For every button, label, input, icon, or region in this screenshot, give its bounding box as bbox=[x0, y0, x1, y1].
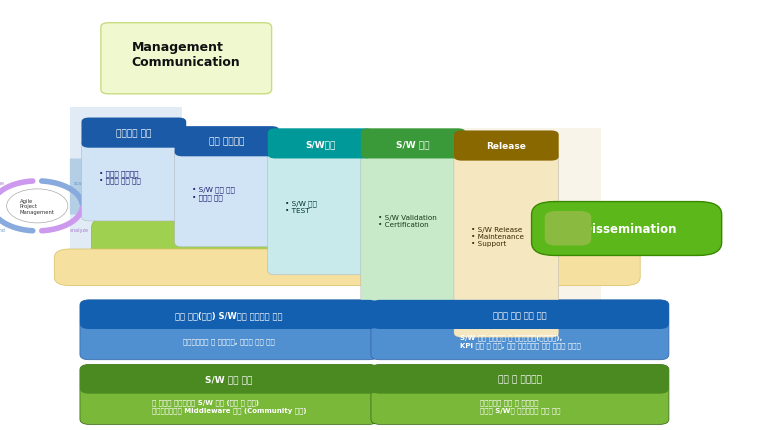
FancyBboxPatch shape bbox=[371, 365, 669, 424]
Circle shape bbox=[7, 190, 68, 223]
Text: Release: Release bbox=[487, 142, 526, 150]
FancyBboxPatch shape bbox=[54, 249, 640, 286]
Text: Dissemination: Dissemination bbox=[574, 222, 677, 236]
Text: S/W 평가: S/W 평가 bbox=[397, 140, 430, 148]
FancyBboxPatch shape bbox=[81, 140, 186, 221]
Text: Maintenance & Support: Maintenance & Support bbox=[402, 233, 518, 243]
FancyBboxPatch shape bbox=[454, 131, 559, 161]
Text: Agile
Project
Management: Agile Project Management bbox=[19, 198, 55, 215]
FancyBboxPatch shape bbox=[371, 300, 669, 360]
FancyBboxPatch shape bbox=[101, 24, 272, 95]
Text: • 서비스 요구사항
• 서비스 플랜 작성: • 서비스 요구사항 • 서비스 플랜 작성 bbox=[99, 170, 140, 184]
FancyBboxPatch shape bbox=[92, 218, 378, 257]
Text: change: change bbox=[0, 181, 5, 186]
Polygon shape bbox=[70, 249, 559, 277]
Text: 시스템 품질 관리 조직: 시스템 품질 관리 조직 bbox=[493, 310, 547, 319]
FancyBboxPatch shape bbox=[454, 153, 559, 338]
Polygon shape bbox=[462, 129, 601, 333]
Text: 평가 및 지원조직: 평가 및 지원조직 bbox=[498, 375, 542, 384]
Text: scan: scan bbox=[73, 181, 85, 186]
FancyBboxPatch shape bbox=[80, 365, 378, 424]
Text: S/W구현: S/W구현 bbox=[305, 140, 335, 148]
Polygon shape bbox=[70, 159, 559, 215]
Text: 프로젝트관리 및 의사소통, 시스템 혁신 조직: 프로젝트관리 및 의사소통, 시스템 혁신 조직 bbox=[183, 338, 275, 344]
Text: • S/W 개발 계획
• 테스트 계획: • S/W 개발 계획 • 테스트 계획 bbox=[192, 186, 234, 200]
Text: • S/W 개발
• TEST: • S/W 개발 • TEST bbox=[285, 200, 317, 214]
Text: System Development: System Development bbox=[182, 233, 287, 243]
Text: S/W 개발 조직: S/W 개발 조직 bbox=[205, 375, 253, 384]
FancyBboxPatch shape bbox=[80, 300, 378, 360]
FancyBboxPatch shape bbox=[81, 118, 186, 148]
Text: respond: respond bbox=[0, 227, 5, 232]
Text: 국가 센터(중앙) S/W개발 사업관리 조직: 국가 센터(중앙) S/W개발 사업관리 조직 bbox=[175, 310, 282, 319]
Text: • S/W Validation
• Certification: • S/W Validation • Certification bbox=[378, 214, 437, 227]
Text: • S/W Release
• Maintenance
• Support: • S/W Release • Maintenance • Support bbox=[471, 226, 524, 246]
Text: 개발 계획수립: 개발 계획수립 bbox=[210, 138, 244, 146]
Text: Management
Communication: Management Communication bbox=[132, 41, 241, 69]
FancyBboxPatch shape bbox=[371, 365, 669, 394]
FancyBboxPatch shape bbox=[352, 218, 568, 257]
FancyBboxPatch shape bbox=[268, 129, 372, 159]
FancyBboxPatch shape bbox=[175, 148, 279, 247]
Text: analyze: analyze bbox=[69, 227, 88, 232]
Text: 각 센터의 서비스환경 S/W 개발 (센터 내 조직)
초고성능컴퓨팅 Middleware 개발 (Community 형태): 각 센터의 서비스환경 S/W 개발 (센터 내 조직) 초고성능컴퓨팅 Mid… bbox=[151, 398, 307, 412]
Text: 테스트베드 관리 및 유지보수
개발된 S/W의 테스트베드 적용 지원: 테스트베드 관리 및 유지보수 개발된 S/W의 테스트베드 적용 지원 bbox=[480, 398, 560, 412]
FancyBboxPatch shape bbox=[361, 150, 466, 305]
FancyBboxPatch shape bbox=[80, 365, 378, 394]
FancyBboxPatch shape bbox=[175, 127, 279, 157]
FancyBboxPatch shape bbox=[361, 129, 466, 159]
Text: S/W 개발 모니터링 및 코디네이션(품질검토),
KPI 수집 및 정의, 개발 프로젝트의 표준 적합성 테스트: S/W 개발 모니터링 및 코디네이션(품질검토), KPI 수집 및 정의, … bbox=[459, 334, 580, 348]
FancyBboxPatch shape bbox=[80, 300, 378, 329]
FancyBboxPatch shape bbox=[371, 300, 669, 329]
FancyBboxPatch shape bbox=[268, 150, 372, 275]
Polygon shape bbox=[70, 108, 559, 277]
FancyBboxPatch shape bbox=[545, 212, 591, 246]
FancyBboxPatch shape bbox=[532, 202, 722, 256]
Text: 요구사항 수집: 요구사항 수집 bbox=[116, 129, 151, 138]
Text: Quality Assurance: Quality Assurance bbox=[296, 263, 398, 273]
